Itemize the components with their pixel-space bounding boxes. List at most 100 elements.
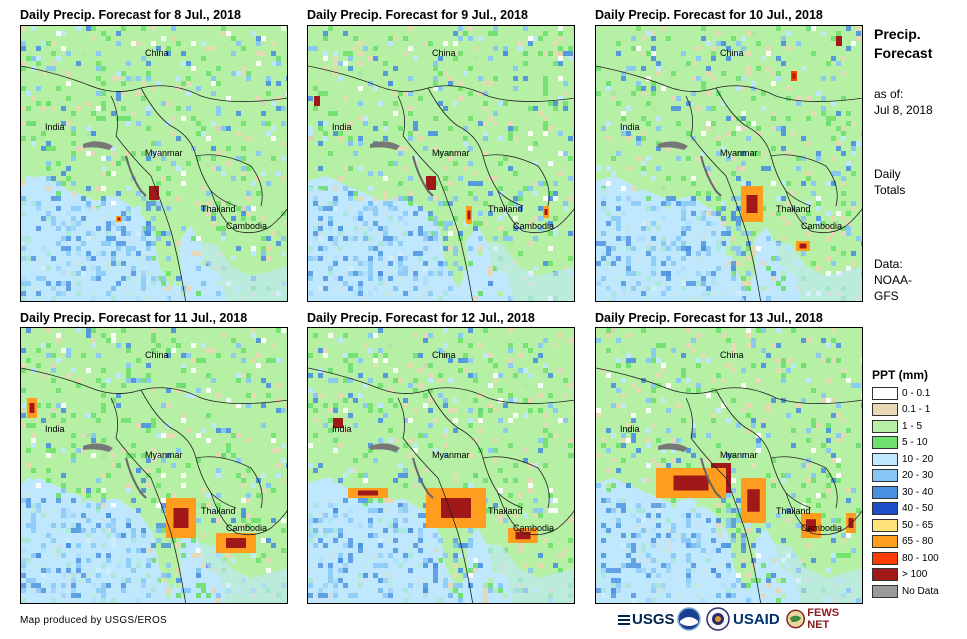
map-label-myanmar: Myanmar	[720, 148, 758, 158]
legend-swatch	[872, 535, 898, 549]
legend-label: 0.1 - 1	[902, 404, 931, 416]
legend-item: 1 - 5	[872, 418, 962, 435]
precip-raster: China India Myanmar Thailand Cambodia	[308, 328, 574, 603]
legend-item: 50 - 65	[872, 517, 962, 534]
totals-line2: Totals	[874, 183, 906, 197]
map-label-india: India	[332, 122, 352, 132]
map-label-cambodia: Cambodia	[513, 523, 554, 533]
legend-label: 30 - 40	[902, 486, 934, 498]
legend-swatch	[872, 584, 898, 598]
legend-item: 40 - 50	[872, 501, 962, 518]
precip-raster: China India Myanmar Thailand Cambodia	[596, 328, 862, 603]
map-label-india: India	[620, 122, 640, 132]
legend-label: 80 - 100	[902, 552, 939, 564]
map-label-india: India	[620, 424, 640, 434]
legend-label: 0 - 0.1	[902, 387, 931, 399]
legend-label: 40 - 50	[902, 503, 934, 515]
legend-label: No Data	[902, 585, 939, 597]
precip-raster: China India Myanmar Thailand Cambodia	[596, 26, 862, 301]
legend-swatch	[872, 568, 898, 582]
noaa-emblem-icon	[677, 607, 701, 631]
legend-swatch	[872, 436, 898, 450]
legend-item: 0 - 0.1	[872, 385, 962, 402]
precip-raster: China India Myanmar Thailand Cambodia	[21, 26, 287, 301]
map-label-india: India	[45, 424, 65, 434]
forecast-map-jul-8: China India Myanmar Thailand Cambodia	[20, 25, 288, 302]
legend-title: PPT (mm)	[872, 368, 929, 382]
legend-item: 0.1 - 1	[872, 402, 962, 419]
map-label-china: China	[432, 350, 456, 360]
map-label-india: India	[332, 424, 352, 434]
fewsnet-logo-text: FEWS NET	[807, 607, 840, 631]
legend-item: 65 - 80	[872, 534, 962, 551]
legend-label: > 100	[902, 569, 928, 581]
legend-label: 65 - 80	[902, 536, 934, 548]
panel-title-2: Daily Precip. Forecast for 9 Jul., 2018	[307, 8, 528, 22]
map-label-thailand: Thailand	[488, 506, 523, 516]
map-label-myanmar: Myanmar	[432, 450, 470, 460]
noaa-logo	[677, 606, 703, 632]
legend-swatch	[872, 419, 898, 433]
map-label-cambodia: Cambodia	[513, 221, 554, 231]
sidebar-heading-line2: Forecast	[874, 45, 933, 61]
forecast-map-jul-13: China India Myanmar Thailand Cambodia	[595, 327, 863, 604]
map-label-myanmar: Myanmar	[145, 148, 183, 158]
map-label-china: China	[432, 48, 456, 58]
map-label-thailand: Thailand	[776, 204, 811, 214]
map-label-thailand: Thailand	[201, 506, 236, 516]
asof-label: as of:	[874, 87, 904, 101]
panel-title-3: Daily Precip. Forecast for 10 Jul., 2018	[595, 8, 823, 22]
legend-item: 10 - 20	[872, 451, 962, 468]
map-label-cambodia: Cambodia	[226, 523, 267, 533]
forecast-map-jul-10: China India Myanmar Thailand Cambodia	[595, 25, 863, 302]
fewsnet-logo: FEWS NET	[786, 606, 862, 632]
panel-title-5: Daily Precip. Forecast for 12 Jul., 2018	[307, 311, 535, 325]
forecast-map-jul-12: China India Myanmar Thailand Cambodia	[307, 327, 575, 604]
legend-swatch	[872, 403, 898, 417]
legend-swatch	[872, 452, 898, 466]
fewsnet-globe-icon	[786, 609, 806, 629]
map-label-cambodia: Cambodia	[801, 221, 842, 231]
map-label-cambodia: Cambodia	[226, 221, 267, 231]
map-label-thailand: Thailand	[488, 204, 523, 214]
precip-raster: China India Myanmar Thailand Cambodia	[21, 328, 287, 603]
precip-legend: PPT (mm) 0 - 0.1 0.1 - 1 1 - 5 5 - 10 10 - 2…	[872, 368, 962, 600]
legend-swatch	[872, 485, 898, 499]
panel-title-1: Daily Precip. Forecast for 8 Jul., 2018	[20, 8, 241, 22]
usaid-logo: USAID	[733, 606, 785, 632]
legend-item: 20 - 30	[872, 468, 962, 485]
totals-line1: Daily	[874, 167, 901, 181]
map-label-india: India	[45, 122, 65, 132]
usaid-logo-text: USAID	[733, 610, 780, 628]
legend-label: 50 - 65	[902, 519, 934, 531]
usgs-logo: USGS	[618, 606, 678, 632]
map-label-china: China	[720, 350, 744, 360]
map-label-china: China	[145, 350, 169, 360]
data-source-line3: GFS	[874, 289, 899, 303]
map-label-cambodia: Cambodia	[801, 523, 842, 533]
forecast-map-jul-11: China India Myanmar Thailand Cambodia	[20, 327, 288, 604]
map-label-china: China	[720, 48, 744, 58]
map-credit: Map produced by USGS/EROS	[20, 615, 168, 626]
legend-label: 20 - 30	[902, 470, 934, 482]
forecast-map-jul-9: China India Myanmar Thailand Cambodia	[307, 25, 575, 302]
sidebar-heading-line1: Precip.	[874, 26, 921, 42]
legend-item: 80 - 100	[872, 550, 962, 567]
panel-title-4: Daily Precip. Forecast for 11 Jul., 2018	[20, 311, 248, 325]
legend-swatch	[872, 469, 898, 483]
usgs-waves-icon	[618, 613, 630, 625]
legend-item: 5 - 10	[872, 435, 962, 452]
data-source-label: Data:	[874, 257, 903, 271]
panel-title-6: Daily Precip. Forecast for 13 Jul., 2018	[595, 311, 823, 325]
dos-seal-logo	[706, 606, 732, 632]
legend-label: 10 - 20	[902, 453, 934, 465]
legend-item: No Data	[872, 583, 962, 600]
map-label-thailand: Thailand	[776, 506, 811, 516]
legend-swatch	[872, 386, 898, 400]
legend-swatch	[872, 551, 898, 565]
map-label-myanmar: Myanmar	[145, 450, 183, 460]
legend-swatch	[872, 518, 898, 532]
legend-swatch	[872, 502, 898, 516]
asof-date: Jul 8, 2018	[874, 103, 933, 117]
map-label-thailand: Thailand	[201, 204, 236, 214]
